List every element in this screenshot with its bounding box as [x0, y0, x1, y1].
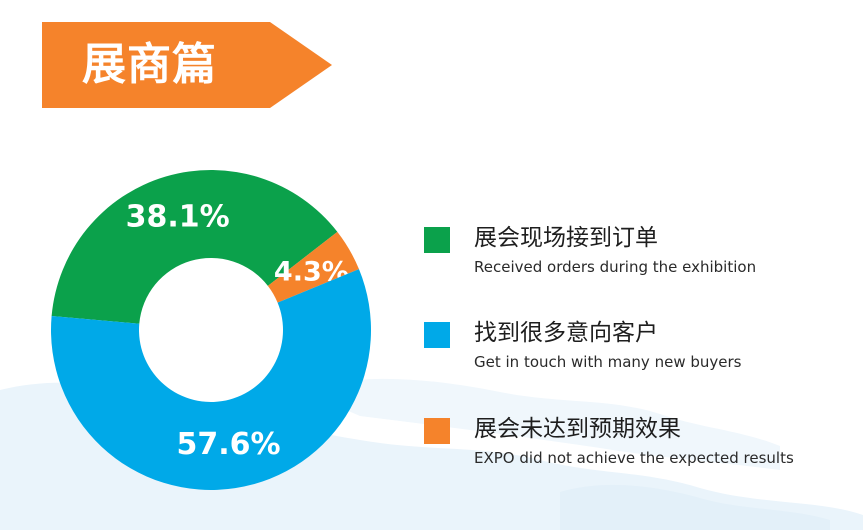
- donut-slice-label-0: 38.1%: [126, 199, 230, 234]
- legend-sublabel-orders: Received orders during the exhibition: [474, 258, 757, 276]
- legend-swatch-buyers: [424, 322, 450, 348]
- legend-sublabel-buyers: Get in touch with many new buyers: [474, 353, 742, 371]
- donut-slice-label-2: 57.6%: [176, 427, 280, 462]
- legend-swatch-not-achieved: [424, 418, 450, 444]
- legend-swatch-orders: [424, 227, 450, 253]
- donut-slice-2: [51, 269, 371, 490]
- legend-label-buyers: 找到很多意向客户: [474, 320, 658, 346]
- legend-label-not-achieved: 展会未达到预期效果: [474, 416, 681, 442]
- donut-slice-1: [267, 231, 359, 303]
- banner-title: 展商篇: [82, 39, 217, 90]
- section-banner: [42, 22, 332, 108]
- legend-sublabel-not-achieved: EXPO did not achieve the expected result…: [474, 449, 794, 467]
- donut-slice-0: [51, 169, 338, 324]
- legend-label-orders: 展会现场接到订单: [474, 225, 658, 251]
